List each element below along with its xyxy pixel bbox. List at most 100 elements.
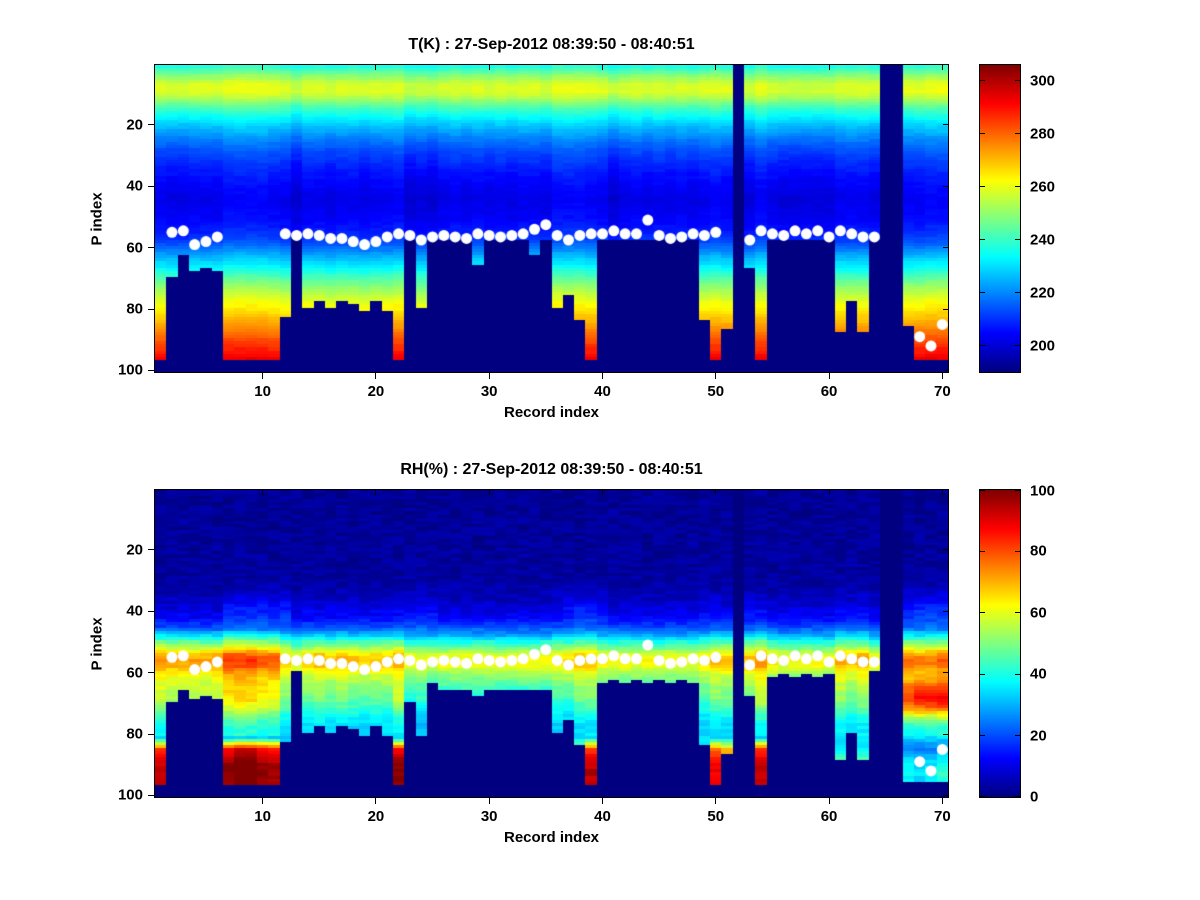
colorbar-tick-label: 100 bbox=[1030, 482, 1056, 499]
y-tick-mark-right bbox=[943, 369, 948, 371]
colorbar-tick-label: 0 bbox=[1030, 788, 1039, 805]
x-tick-mark bbox=[601, 373, 603, 379]
x-tick-mark bbox=[828, 798, 830, 804]
y-tick-label: 100 bbox=[117, 361, 143, 379]
y-tick-mark bbox=[148, 247, 154, 249]
x-tick-label: 70 bbox=[933, 808, 951, 825]
x-tick-label: 60 bbox=[820, 383, 838, 400]
x-tick-mark bbox=[262, 373, 264, 379]
y-tick-mark-right bbox=[943, 549, 948, 551]
x-tick-mark bbox=[941, 798, 943, 804]
colorbar-tick-mark-right bbox=[1015, 345, 1020, 347]
x-tick-mark bbox=[262, 798, 264, 804]
colorbar-tick-mark bbox=[980, 612, 985, 614]
x-tick-mark-top bbox=[262, 490, 264, 495]
humidity-colorbar bbox=[980, 490, 1020, 797]
colorbar-tick-mark bbox=[980, 80, 985, 82]
x-tick-mark bbox=[375, 373, 377, 379]
y-tick-mark-right bbox=[943, 794, 948, 796]
humidity-heatmap-canvas bbox=[155, 490, 948, 797]
x-tick-mark-top bbox=[375, 65, 377, 70]
x-tick-mark bbox=[375, 798, 377, 804]
x-tick-label: 60 bbox=[820, 808, 838, 825]
temperature-yaxis-label: P index bbox=[88, 192, 106, 246]
colorbar-tick-mark-right bbox=[1015, 735, 1020, 737]
y-tick-label: 60 bbox=[126, 664, 143, 682]
y-tick-mark-right bbox=[943, 247, 948, 249]
colorbar-tick-label: 80 bbox=[1030, 542, 1047, 560]
colorbar-tick-mark-right bbox=[1015, 80, 1020, 82]
y-tick-label: 100 bbox=[117, 786, 143, 804]
x-tick-mark bbox=[828, 373, 830, 379]
x-tick-label: 20 bbox=[367, 808, 385, 825]
y-tick-label: 80 bbox=[126, 725, 143, 743]
y-tick-label: 60 bbox=[126, 239, 143, 257]
x-tick-label: 70 bbox=[933, 383, 951, 400]
colorbar-tick-mark-right bbox=[1015, 550, 1020, 552]
x-tick-label: 40 bbox=[594, 383, 611, 400]
colorbar-tick-mark bbox=[980, 239, 985, 241]
x-tick-mark-top bbox=[828, 490, 830, 495]
x-tick-label: 20 bbox=[367, 383, 385, 400]
colorbar-tick-mark bbox=[980, 292, 985, 294]
colorbar-tick-mark-right bbox=[1015, 490, 1020, 491]
y-tick-mark bbox=[148, 610, 154, 612]
colorbar-tick-mark-right bbox=[1015, 612, 1020, 614]
y-tick-label: 20 bbox=[126, 541, 143, 559]
x-tick-label: 10 bbox=[254, 808, 271, 825]
y-tick-mark bbox=[148, 369, 154, 371]
x-tick-mark-top bbox=[601, 65, 603, 70]
x-tick-label: 50 bbox=[707, 808, 725, 825]
temperature-heatmap-canvas bbox=[155, 65, 948, 372]
colorbar-tick-mark bbox=[980, 186, 985, 188]
colorbar-tick-label: 300 bbox=[1030, 72, 1056, 90]
y-tick-mark bbox=[148, 549, 154, 551]
x-tick-mark bbox=[715, 373, 717, 379]
colorbar-tick-mark-right bbox=[1015, 239, 1020, 241]
temperature-xaxis-label: Record index bbox=[503, 404, 600, 421]
humidity-plot-title: RH(%) : 27-Sep-2012 08:39:50 - 08:40:51 bbox=[400, 461, 703, 478]
x-tick-label: 10 bbox=[254, 383, 271, 400]
colorbar-tick-mark-right bbox=[1015, 186, 1020, 188]
x-tick-mark-top bbox=[262, 65, 264, 70]
colorbar-tick-mark bbox=[980, 345, 985, 347]
x-tick-mark bbox=[488, 373, 490, 379]
x-tick-mark bbox=[601, 798, 603, 804]
colorbar-tick-mark-right bbox=[1015, 673, 1020, 675]
x-tick-mark-top bbox=[828, 65, 830, 70]
y-tick-mark-right bbox=[943, 124, 948, 126]
y-tick-mark bbox=[148, 672, 154, 674]
colorbar-tick-mark bbox=[980, 133, 985, 135]
x-tick-label: 30 bbox=[480, 808, 498, 825]
colorbar-tick-mark bbox=[980, 673, 985, 675]
colorbar-tick-mark bbox=[980, 735, 985, 737]
y-tick-mark bbox=[148, 124, 154, 126]
colorbar-tick-label: 240 bbox=[1030, 231, 1056, 249]
x-tick-mark-top bbox=[941, 65, 943, 70]
y-tick-mark bbox=[148, 733, 154, 735]
colorbar-tick-label: 220 bbox=[1030, 284, 1056, 302]
x-tick-mark-top bbox=[715, 65, 717, 70]
y-tick-mark bbox=[148, 185, 154, 187]
y-tick-label: 40 bbox=[126, 602, 143, 620]
x-tick-label: 40 bbox=[594, 808, 611, 825]
humidity-yaxis-label: P index bbox=[88, 617, 106, 671]
y-tick-label: 80 bbox=[126, 300, 143, 318]
y-tick-mark-right bbox=[943, 672, 948, 674]
y-tick-mark bbox=[148, 308, 154, 310]
x-tick-mark-top bbox=[715, 490, 717, 495]
colorbar-tick-mark-right bbox=[1015, 796, 1020, 797]
y-tick-label: 20 bbox=[126, 116, 143, 134]
colorbar-tick-mark bbox=[980, 550, 985, 552]
colorbar-tick-label: 60 bbox=[1030, 604, 1047, 622]
humidity-xaxis-label: Record index bbox=[503, 829, 600, 846]
y-tick-mark-right bbox=[943, 733, 948, 735]
colorbar-tick-label: 40 bbox=[1030, 665, 1047, 683]
colorbar-tick-mark-right bbox=[1015, 292, 1020, 294]
x-tick-mark bbox=[488, 798, 490, 804]
x-tick-mark-top bbox=[601, 490, 603, 495]
y-tick-mark-right bbox=[943, 610, 948, 612]
colorbar-tick-mark bbox=[980, 796, 985, 797]
colorbar-tick-mark-right bbox=[1015, 133, 1020, 135]
